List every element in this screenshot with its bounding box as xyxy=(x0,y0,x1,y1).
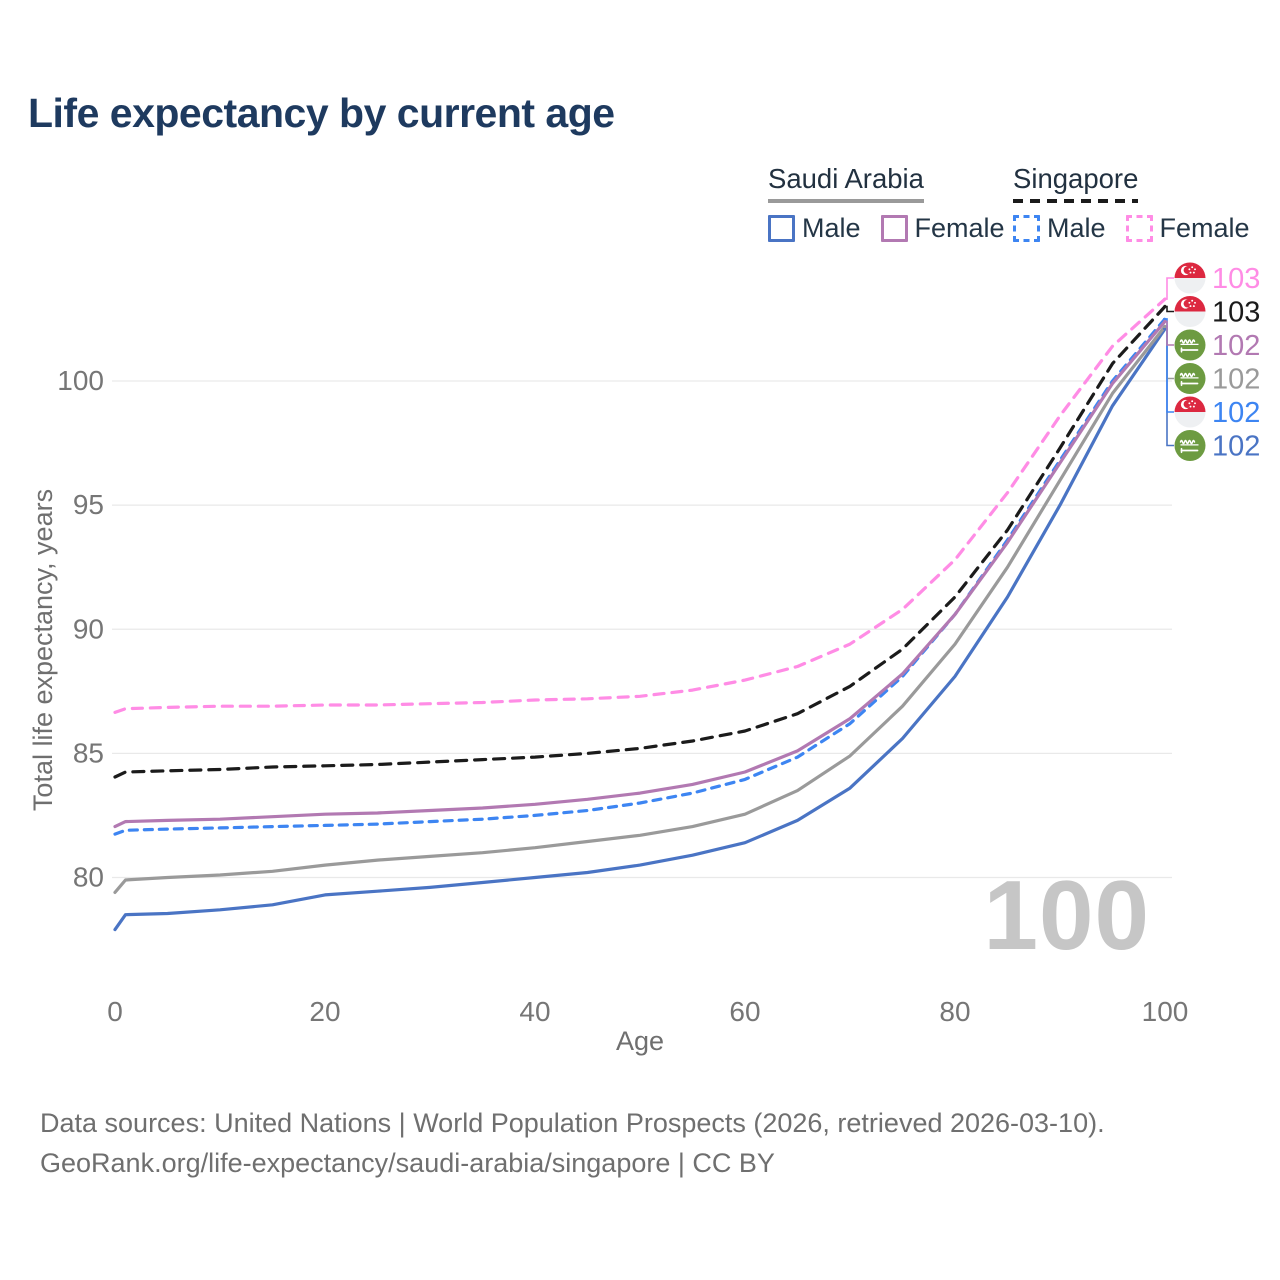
end-label-connector xyxy=(1163,277,1174,300)
legend-item-singapore-female[interactable]: Female xyxy=(1125,213,1250,244)
legend-item-saudi-arabia-male[interactable]: Male xyxy=(768,213,861,244)
series-line-singapore-male[interactable] xyxy=(113,317,1167,836)
chart-legend: Saudi Arabia Male Female Singapore Male Fe… xyxy=(0,0,1280,250)
legend-item-label: Female xyxy=(1159,213,1250,243)
x-tick-label: 0 xyxy=(107,996,123,1027)
saudi-arabia-flag-icon xyxy=(1174,363,1206,394)
legend-items-singapore: Male Female xyxy=(1013,213,1250,244)
series-line-saudi-arabia-male[interactable] xyxy=(113,327,1167,932)
x-tick-label: 80 xyxy=(939,996,970,1027)
legend-item-label: Male xyxy=(1047,213,1106,243)
end-value-label: 102 xyxy=(1212,364,1260,396)
legend-underline-singapore xyxy=(1013,199,1139,203)
saudi-arabia-flag-icon xyxy=(1174,430,1206,461)
x-axis-title: Age xyxy=(616,1026,664,1056)
end-value-label: 102 xyxy=(1212,431,1260,463)
end-value-label: 102 xyxy=(1212,397,1260,429)
legend-country-singapore[interactable]: Singapore xyxy=(1013,163,1139,203)
legend-item-singapore-male[interactable]: Male xyxy=(1013,213,1106,244)
legend-swatch xyxy=(880,215,908,242)
end-value-label: 103 xyxy=(1212,263,1260,295)
age-counter-watermark: 100 xyxy=(983,860,1150,970)
saudi-arabia-flag-icon xyxy=(1174,329,1206,361)
x-tick-label: 100 xyxy=(1142,996,1189,1027)
series-line-singapore-female[interactable] xyxy=(113,297,1167,715)
end-value-label: 102 xyxy=(1212,330,1260,362)
series-line-singapore-total[interactable] xyxy=(113,304,1167,779)
legend-swatch xyxy=(1013,215,1040,242)
y-tick-label: 90 xyxy=(73,613,104,644)
end-label-connector xyxy=(1163,305,1174,313)
legend-item-saudi-arabia-female[interactable]: Female xyxy=(880,213,1005,244)
legend-item-label: Female xyxy=(914,213,1005,243)
chart-canvas: 80 85 90 95 100 0 20 40 60 80 100 Age Total life exp… xyxy=(28,262,1260,1056)
page-title: Life expectancy by current age xyxy=(28,90,615,136)
x-tick-label: 20 xyxy=(309,996,340,1027)
x-axis-tick-labels: 0 20 40 60 80 100 xyxy=(107,996,1188,1027)
y-axis-title: Total life expectancy, years xyxy=(28,489,58,811)
x-tick-label: 40 xyxy=(519,996,550,1027)
y-tick-label: 95 xyxy=(73,489,104,520)
footer-attribution: GeoRank.org/life-expectancy/saudi-arabia… xyxy=(40,1148,775,1178)
x-tick-label: 60 xyxy=(729,996,760,1027)
gridlines xyxy=(112,380,1172,879)
legend-group-saudi-arabia: Saudi Arabia Male Female xyxy=(768,163,1005,244)
legend-item-label: Male xyxy=(802,213,861,243)
legend-items-saudi-arabia: Male Female xyxy=(768,213,1005,244)
legend-country-label: Singapore xyxy=(1013,163,1139,194)
legend-swatch xyxy=(768,215,795,242)
y-axis-tick-labels: 80 85 90 95 100 xyxy=(57,365,104,893)
singapore-flag-icon xyxy=(1174,262,1206,294)
series-line-saudi-arabia-total[interactable] xyxy=(113,324,1167,895)
legend-swatch xyxy=(1125,215,1153,242)
legend-group-singapore: Singapore Male Female xyxy=(1013,163,1250,244)
footer-data-sources: Data sources: United Nations | World Pop… xyxy=(40,1108,1105,1138)
end-label-connector xyxy=(1163,318,1174,413)
end-label-connector xyxy=(1163,325,1174,380)
singapore-flag-icon xyxy=(1174,396,1206,428)
legend-country-label: Saudi Arabia xyxy=(768,163,924,194)
legend-country-saudi-arabia[interactable]: Saudi Arabia xyxy=(768,163,924,203)
singapore-flag-icon xyxy=(1174,296,1206,327)
y-tick-label: 100 xyxy=(57,365,104,396)
y-tick-label: 85 xyxy=(73,737,104,768)
legend-underline-saudi-arabia xyxy=(768,199,924,203)
y-tick-label: 80 xyxy=(73,862,104,893)
series-lines xyxy=(113,297,1167,932)
end-value-label: 103 xyxy=(1212,297,1260,329)
end-label-connector xyxy=(1163,320,1174,346)
end-label-connector xyxy=(1163,328,1174,447)
series-line-saudi-arabia-female[interactable] xyxy=(113,319,1167,829)
